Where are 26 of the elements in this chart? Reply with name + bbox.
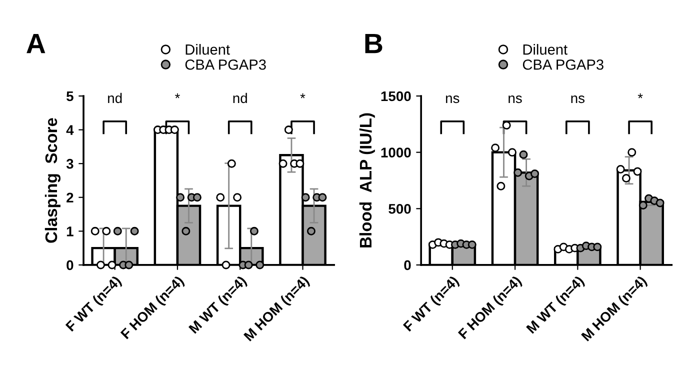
annotation: * xyxy=(175,93,180,98)
legend-label: CBA PGAP3 xyxy=(185,59,266,70)
annotation: ns xyxy=(508,95,522,104)
chart-title: B xyxy=(365,34,382,54)
annotation: nd xyxy=(233,92,247,104)
legend-label: CBA PGAP3 xyxy=(522,59,604,70)
y-tick-label: 1500 xyxy=(381,91,411,102)
y-tick-label: 0 xyxy=(66,260,74,270)
y-tick-label: 0 xyxy=(404,260,411,270)
y-tick-label: 3 xyxy=(66,158,74,169)
y-axis-title: Blood ALP (IU/L) xyxy=(359,113,375,248)
annotation: nd xyxy=(108,92,122,104)
annotation: * xyxy=(638,93,643,98)
y-tick-label: 4 xyxy=(66,125,74,135)
annotation: * xyxy=(300,93,306,98)
y-tick-label: 2 xyxy=(66,192,74,202)
legend-label: Diluent xyxy=(186,44,230,55)
y-tick-label: 5 xyxy=(66,91,74,102)
y-tick-label: 500 xyxy=(388,204,411,214)
legend-label: Diluent xyxy=(523,44,568,55)
y-tick-label: 1 xyxy=(66,226,74,236)
chart-title: A xyxy=(26,34,46,54)
y-tick-label: 1000 xyxy=(381,148,411,158)
y-axis-title: Clasping Score xyxy=(44,118,61,243)
annotation: ns xyxy=(446,95,460,104)
annotation: ns xyxy=(571,95,585,104)
